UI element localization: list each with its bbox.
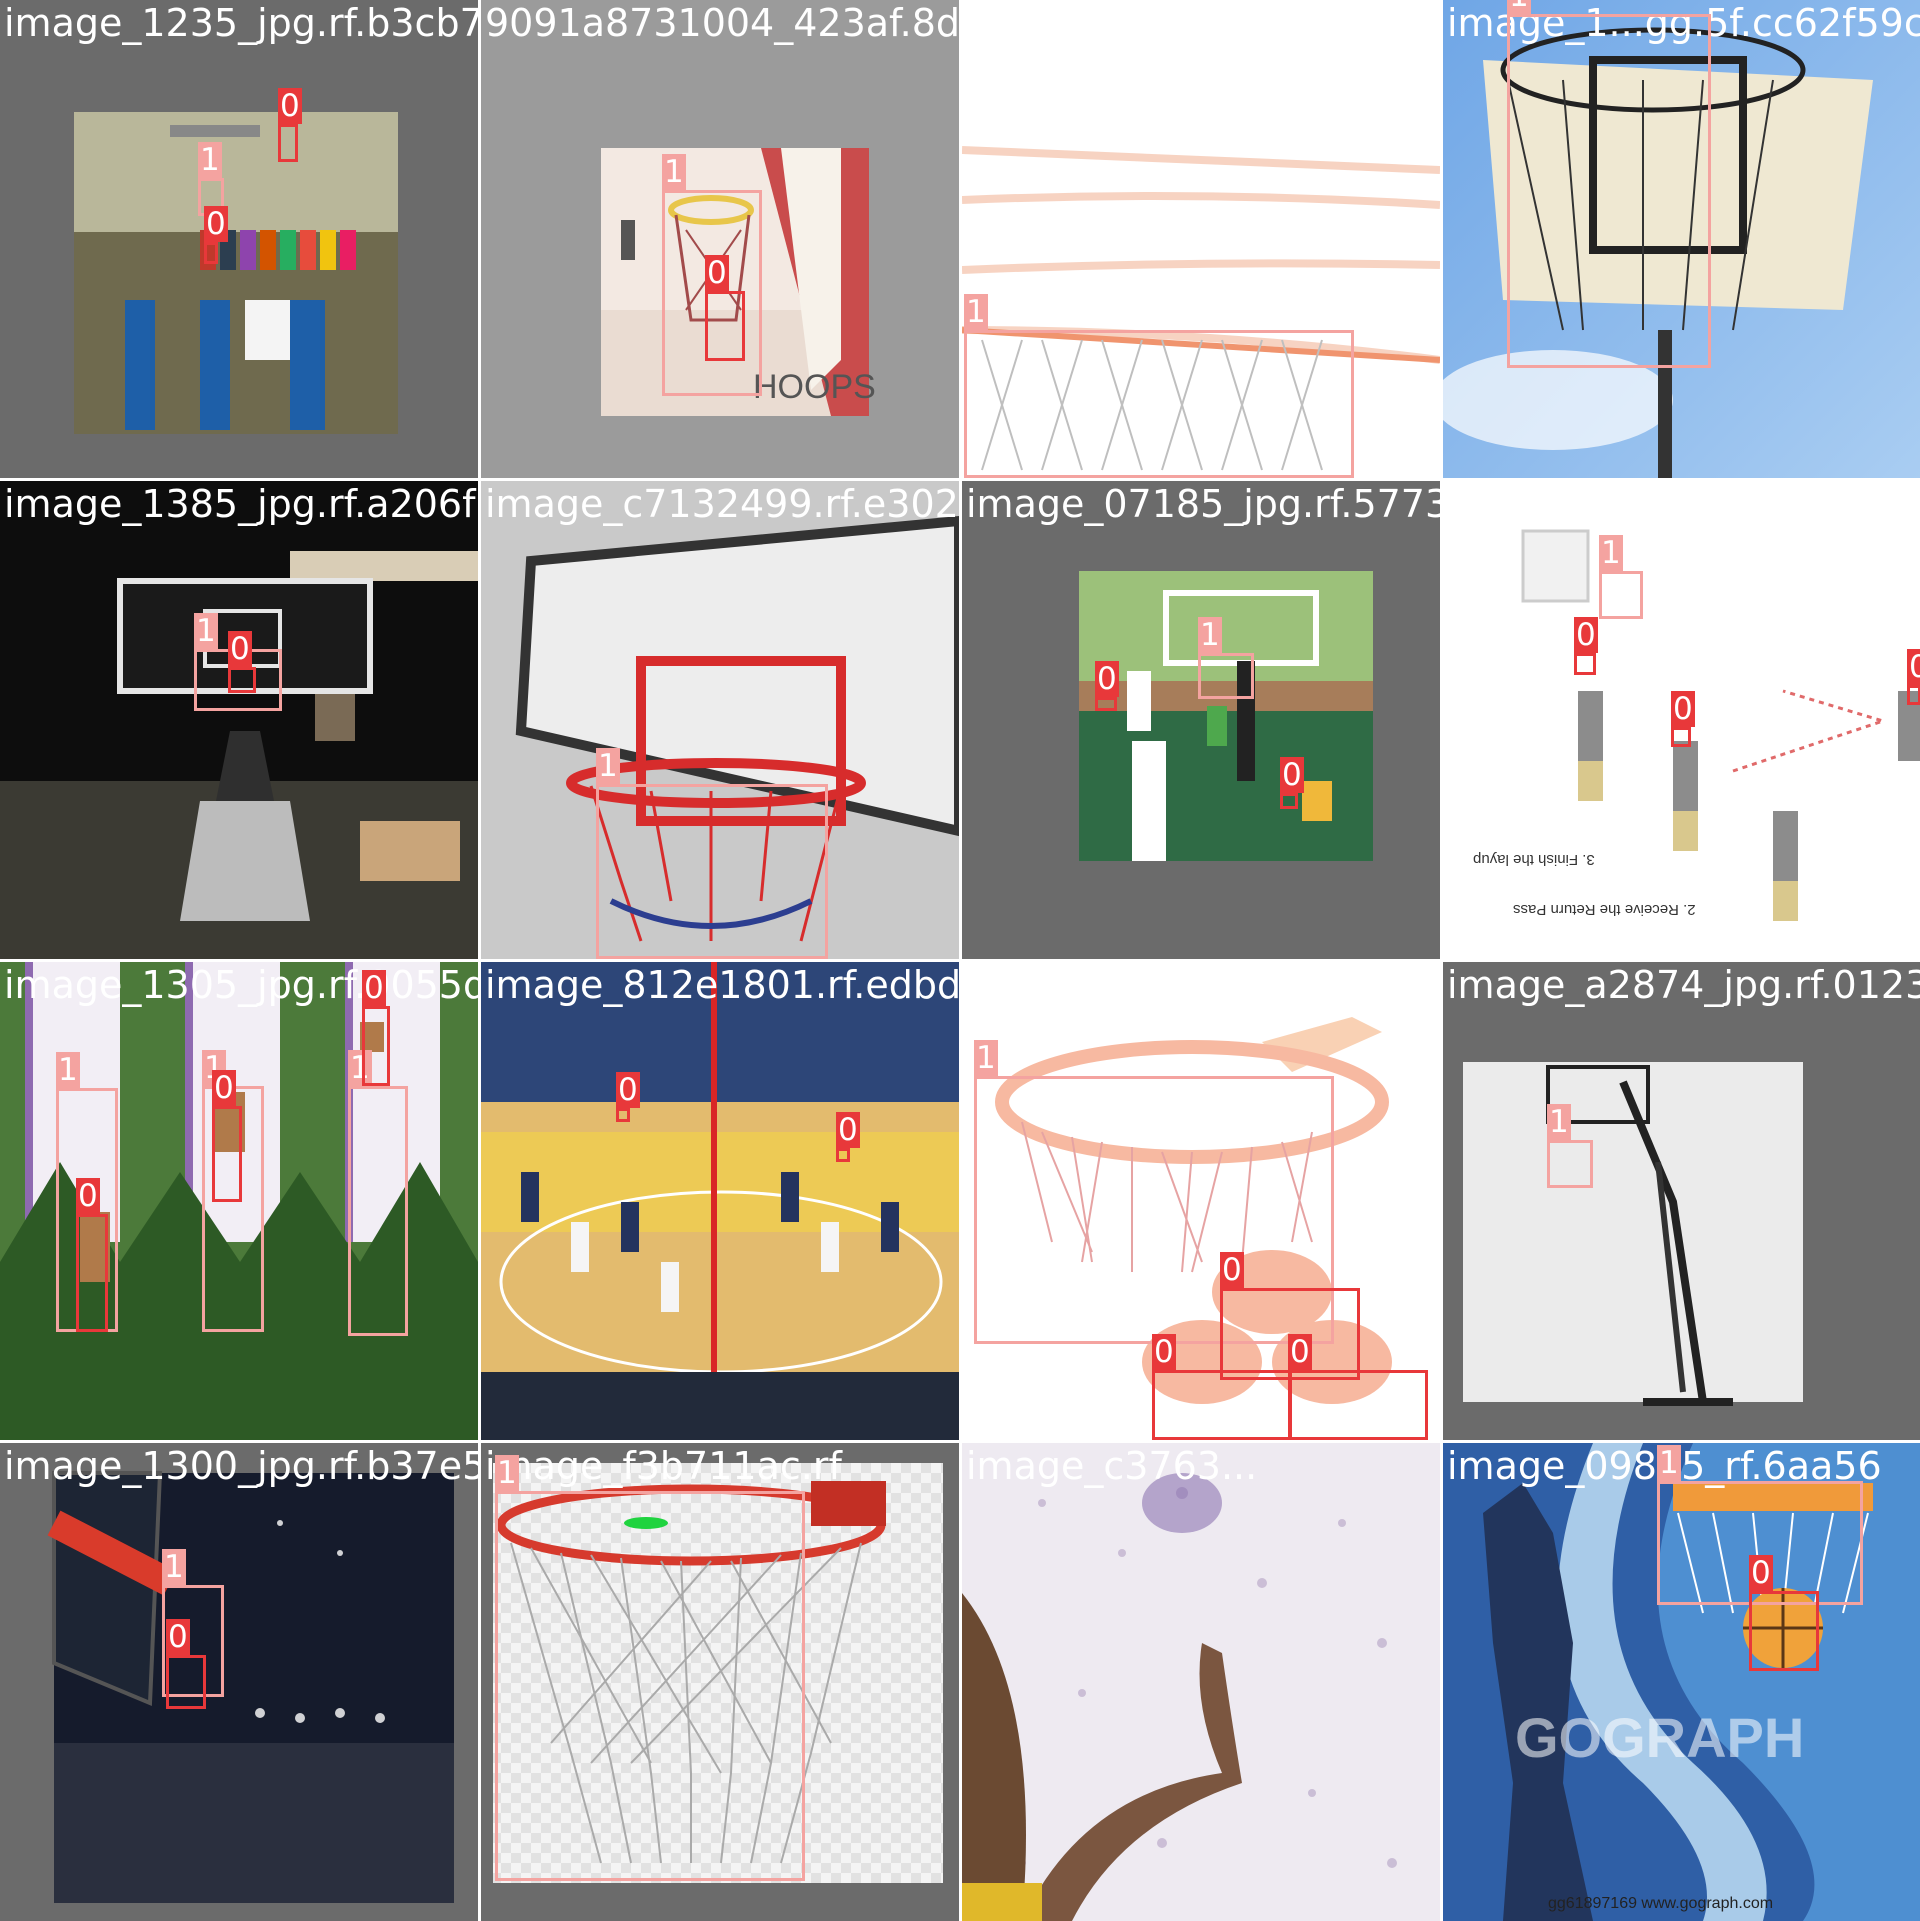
box-label: 1	[974, 1040, 998, 1076]
box-label: 0	[212, 1070, 236, 1106]
detection-box: 0	[1574, 617, 1598, 675]
tile-14: image_c3763...	[962, 1443, 1440, 1921]
box-label: 1	[1657, 1445, 1681, 1481]
box-label: 0	[1907, 649, 1920, 685]
detection-box: 0	[204, 206, 228, 264]
box-label: 0	[362, 970, 386, 1006]
detection-box: 0	[76, 1178, 108, 1332]
box-label: 1	[194, 613, 218, 649]
box-label: 0	[836, 1112, 860, 1148]
detection-box: 0	[362, 970, 390, 1086]
tile-15: image_09855_rf.6aa56 GOGRAPH gg61897169 …	[1443, 1443, 1920, 1921]
detection-box: 0	[1288, 1334, 1428, 1440]
box-label: 1	[662, 154, 686, 190]
detection-box: 1	[1657, 1445, 1863, 1605]
box-label: 1	[56, 1052, 80, 1088]
box-label: 0	[1280, 757, 1304, 793]
detection-box: 1	[495, 1455, 805, 1881]
tile-13: image_f3b711ac.rf 1	[481, 1443, 959, 1921]
tile-4: image_1385_jpg.rf.a206f23f 1 0	[0, 481, 478, 959]
box-label: 0	[228, 631, 252, 667]
box-label: 0	[1095, 661, 1119, 697]
caption-finish: 3. Finish the layup	[1473, 851, 1595, 868]
box-label: 1	[162, 1549, 186, 1585]
tile-10: image_1345_jpg.rf.07ef66ca 1 0 0 0	[962, 962, 1440, 1440]
tile-9: image_812e1801.rf.edbd3bc6 0 0	[481, 962, 959, 1440]
box-label: 1	[495, 1455, 519, 1491]
box-label: 0	[616, 1072, 640, 1108]
tile-8: image_1305_jpg.rf.0055df0 1 0 1 0 1 0	[0, 962, 478, 1440]
detection-box: 1	[348, 1050, 408, 1336]
box-label: 0	[76, 1178, 100, 1214]
tile-12: image_1300_jpg.rf.b37e5ba 1 0	[0, 1443, 478, 1921]
watermark-text: GOGRAPH	[1515, 1706, 1805, 1769]
tile-7: image_d4f52...f.7b609e2 3. Finish the la…	[1443, 481, 1920, 959]
detection-box: 0	[1152, 1334, 1292, 1440]
box-label: 0	[204, 206, 228, 242]
detection-box: 1	[1547, 1104, 1593, 1188]
detection-box: 0	[228, 631, 256, 693]
box-label: 0	[1671, 691, 1695, 727]
tile-6: image_07185_jpg.rf.5773d5ee 1 0 0	[962, 481, 1440, 959]
detection-box: 0	[1095, 661, 1119, 711]
detection-box: 1	[596, 748, 828, 959]
detection-box: 0	[278, 88, 302, 162]
box-label: 0	[1288, 1334, 1312, 1370]
detection-box: 0	[1280, 757, 1304, 809]
detection-box: 0	[212, 1070, 242, 1202]
detection-box: 1	[1198, 617, 1254, 699]
tile-11: image_a2874_jpg.rf.0123eea 1	[1443, 962, 1920, 1440]
box-label: 0	[1220, 1252, 1244, 1288]
detection-box: 0	[1671, 691, 1695, 747]
box-label: 0	[705, 255, 729, 291]
box-label: 1	[1599, 535, 1623, 571]
detection-box: 0	[1749, 1555, 1819, 1671]
detection-box: 1	[1599, 535, 1643, 619]
detection-box: 1	[1507, 0, 1711, 368]
detection-box: 0	[836, 1112, 860, 1162]
tile-1: 9091a8731004_423af.8dbf0ab6 HOOPS 1 0	[481, 0, 959, 478]
tile-2: image_1299_ffc.rf.713b8397 1	[962, 0, 1440, 478]
detection-box: 0	[705, 255, 745, 361]
box-label: 0	[166, 1619, 190, 1655]
caption-receive: 2. Receive the Return Pass	[1513, 901, 1696, 918]
box-label: 1	[596, 748, 620, 784]
detection-box: 1	[162, 1549, 224, 1697]
box-label: 1	[1198, 617, 1222, 653]
box-label: 1	[1507, 0, 1531, 14]
tile-5: image_c7132499.rf.e302aa15 1	[481, 481, 959, 959]
box-label: 0	[1152, 1334, 1176, 1370]
detection-box: 1	[198, 142, 224, 216]
tile-0: image_1235_jpg.rf.b3cb7e08 0 1 0	[0, 0, 478, 478]
detection-box: 1	[964, 294, 1354, 478]
image-caption: gg61897169 www.gograph.com	[1548, 1895, 1774, 1912]
box-label: 1	[964, 294, 988, 330]
detection-box: 0	[616, 1072, 640, 1122]
box-label: 1	[1547, 1104, 1571, 1140]
tile-3: image_1...gg.5f.cc62f59c 1	[1443, 0, 1920, 478]
box-label: 0	[278, 88, 302, 124]
hoops-text: HOOPS	[753, 368, 876, 406]
box-label: 0	[1574, 617, 1598, 653]
box-label: 0	[1749, 1555, 1773, 1591]
detection-box: 0	[166, 1619, 206, 1709]
detection-box: 1	[662, 154, 762, 396]
detection-box: 0	[1907, 649, 1920, 705]
box-label: 1	[198, 142, 222, 178]
